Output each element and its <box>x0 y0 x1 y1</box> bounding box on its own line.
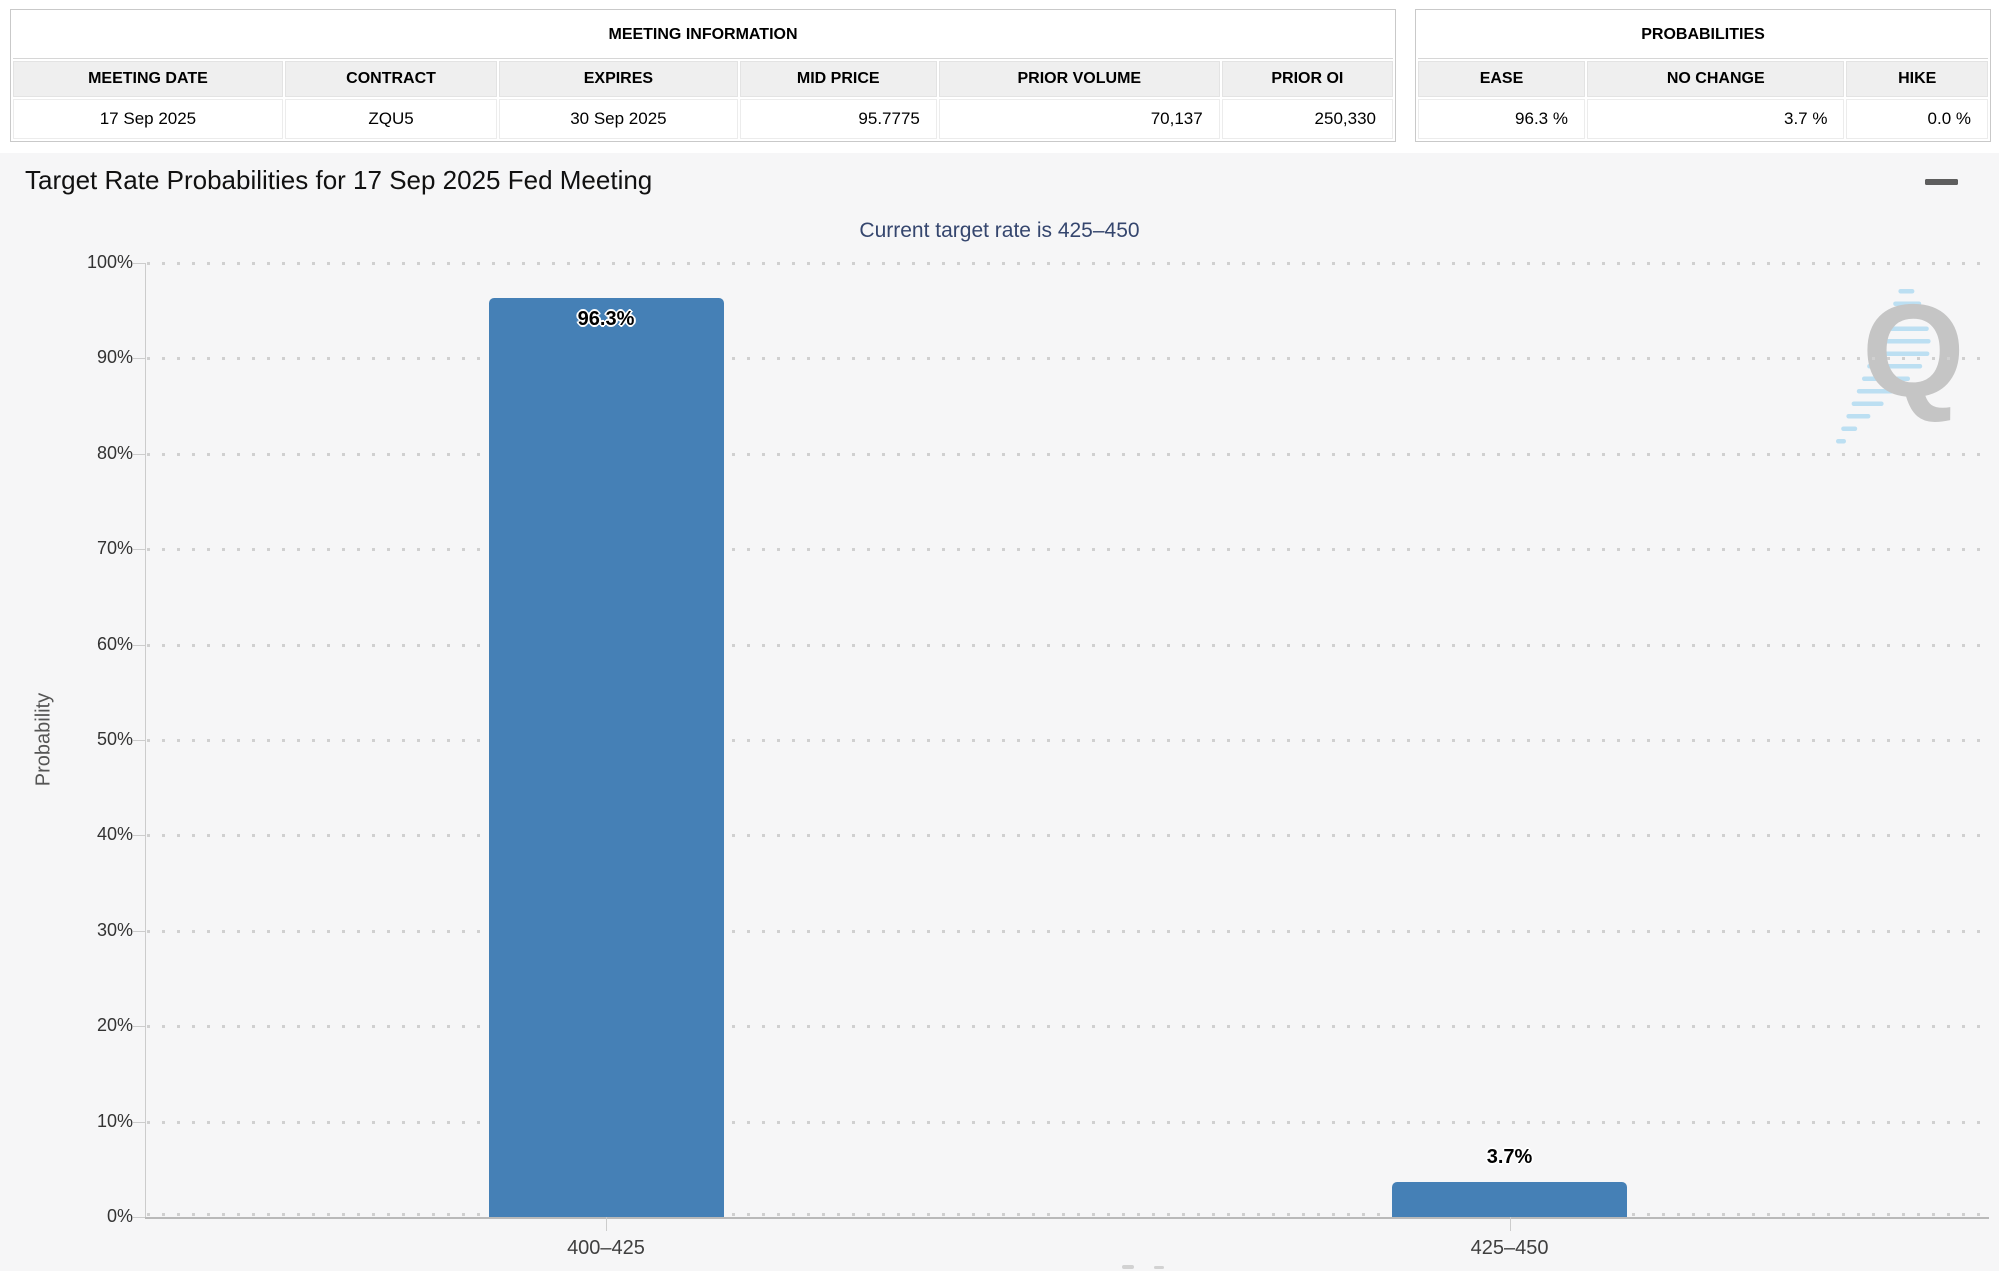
y-axis-tick-label: 20% <box>96 1015 133 1036</box>
bar-data-label: 96.3% <box>577 308 635 330</box>
col-header-expires: EXPIRES <box>499 61 738 97</box>
meeting-date-value: 17 Sep 2025 <box>13 99 283 139</box>
target-rate-probabilities-chart: Target Rate Probabilities for 17 Sep 202… <box>0 153 1999 1271</box>
col-header-meeting-date: MEETING DATE <box>13 61 283 97</box>
y-gridline <box>147 1120 1987 1124</box>
y-axis-tick <box>133 930 145 932</box>
y-gridline <box>147 739 1987 742</box>
y-gridline <box>147 1025 1987 1029</box>
no-change-probability-value: 3.7 % <box>1586 99 1845 139</box>
x-axis-category-label: 400–425 <box>567 1237 645 1259</box>
prior-volume-value: 70,137 <box>938 99 1220 139</box>
ease-probability-value: 96.3 % <box>1418 99 1585 139</box>
quikstrike-watermark: Q <box>1828 271 1978 461</box>
table-row: 17 Sep 2025 ZQU5 30 Sep 2025 95.7775 70,… <box>13 99 1393 139</box>
col-header-no-change: NO CHANGE <box>1586 61 1845 97</box>
chart-context-menu-button[interactable] <box>1921 171 1965 211</box>
y-gridline <box>147 834 1987 838</box>
y-axis-tick-label: 100% <box>86 252 133 272</box>
col-header-hike: HIKE <box>1846 61 1988 97</box>
y-gridline <box>147 1213 1987 1216</box>
meeting-information-title: MEETING INFORMATION <box>13 12 1393 59</box>
col-header-contract: CONTRACT <box>284 61 498 97</box>
mid-price-value: 95.7775 <box>739 99 937 139</box>
x-axis-category-label: 425–450 <box>1470 1237 1549 1259</box>
x-axis-line <box>145 1217 1989 1219</box>
probabilities-table: PROBABILITIES EASE NO CHANGE HIKE 96.3 %… <box>1415 9 1991 142</box>
contract-value: ZQU5 <box>284 99 498 139</box>
y-axis-tick-label: 60% <box>96 633 133 654</box>
chart-title: Target Rate Probabilities for 17 Sep 202… <box>25 165 653 195</box>
x-axis-tick <box>606 1217 607 1231</box>
probabilities-title: PROBABILITIES <box>1418 12 1988 59</box>
y-axis-tick <box>133 549 145 551</box>
y-gridline <box>147 262 1987 265</box>
y-axis-tick <box>133 644 145 646</box>
expires-value: 30 Sep 2025 <box>499 99 738 139</box>
y-axis-line <box>145 263 146 1217</box>
y-axis-tick-label: 50% <box>96 729 133 749</box>
y-axis-tick-label: 70% <box>96 538 133 559</box>
col-header-ease: EASE <box>1418 61 1585 97</box>
col-header-prior-volume: PRIOR VOLUME <box>938 61 1220 97</box>
meeting-information-table: MEETING INFORMATION MEETING DATE CONTRAC… <box>10 9 1396 142</box>
hike-probability-value: 0.0 % <box>1846 99 1988 139</box>
y-axis-tick-label: 10% <box>96 1110 133 1131</box>
y-axis-tick <box>133 835 145 837</box>
y-axis-tick-label: 30% <box>96 919 133 940</box>
y-gridline <box>147 929 1987 933</box>
y-axis-tick-label: 80% <box>96 442 133 463</box>
y-gridline <box>147 452 1987 456</box>
y-axis-tick-label: 0% <box>106 1206 133 1226</box>
col-header-prior-oi: PRIOR OI <box>1221 61 1393 97</box>
y-axis-tick <box>133 1217 145 1218</box>
cutoff-content-artifact <box>1154 1266 1164 1269</box>
bar-data-label: 3.7% <box>1486 1146 1533 1168</box>
y-axis-tick <box>133 740 145 741</box>
table-row: 96.3 % 3.7 % 0.0 % <box>1418 99 1988 139</box>
prior-oi-value: 250,330 <box>1221 99 1393 139</box>
q-logo-letter: Q <box>1862 277 1965 424</box>
y-axis-tick-label: 40% <box>96 824 133 845</box>
y-axis-tick <box>133 453 145 455</box>
x-axis-tick <box>1509 1217 1511 1231</box>
y-axis-tick-label: 90% <box>96 347 133 368</box>
probability-bar[interactable] <box>1392 1182 1628 1217</box>
y-axis-tick <box>133 358 145 360</box>
y-gridline <box>147 357 1987 361</box>
y-axis-tick <box>133 1121 145 1123</box>
probability-bar[interactable] <box>488 298 724 1217</box>
chart-subtitle: Current target rate is 425–450 <box>859 219 1140 242</box>
col-header-mid-price: MID PRICE <box>739 61 937 97</box>
y-gridline <box>147 548 1987 552</box>
cutoff-content-artifact <box>1122 1265 1134 1269</box>
y-axis-tick <box>133 263 145 264</box>
y-gridline <box>147 643 1987 647</box>
y-axis-tick <box>133 1026 145 1028</box>
watermark-stripes <box>1836 289 1931 444</box>
